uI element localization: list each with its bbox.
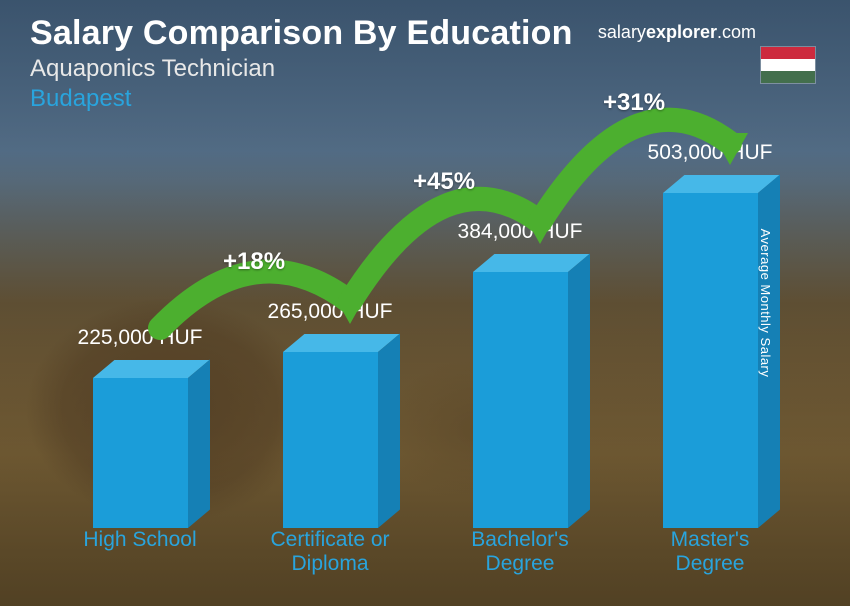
brand-logo: salaryexplorer.com [598, 22, 756, 43]
bar-3d [473, 272, 568, 528]
job-title: Aquaponics Technician [30, 55, 820, 83]
bar-value: 225,000 HUF [50, 326, 230, 350]
location: Budapest [30, 85, 820, 113]
bar-value: 384,000 HUF [430, 220, 610, 244]
bar-value: 503,000 HUF [620, 141, 800, 165]
bar-label: High School [50, 528, 230, 584]
bar-3d [93, 378, 188, 528]
country-flag [760, 46, 816, 84]
salary-chart: 225,000 HUF High School 265,000 HUF Certifi… [40, 54, 800, 584]
flag-stripe-top [761, 47, 815, 59]
bar-label: Certificate orDiploma [240, 528, 420, 584]
flag-stripe-bottom [761, 71, 815, 83]
bar-value: 265,000 HUF [240, 300, 420, 324]
bar-label: Master'sDegree [620, 528, 800, 584]
y-axis-label: Average Monthly Salary [758, 229, 773, 378]
bar-3d [663, 193, 758, 528]
bar-label: Bachelor'sDegree [430, 528, 610, 584]
flag-stripe-middle [761, 59, 815, 71]
bar-3d [283, 352, 378, 528]
increase-percent: +45% [413, 168, 475, 196]
increase-percent: +18% [223, 248, 285, 276]
